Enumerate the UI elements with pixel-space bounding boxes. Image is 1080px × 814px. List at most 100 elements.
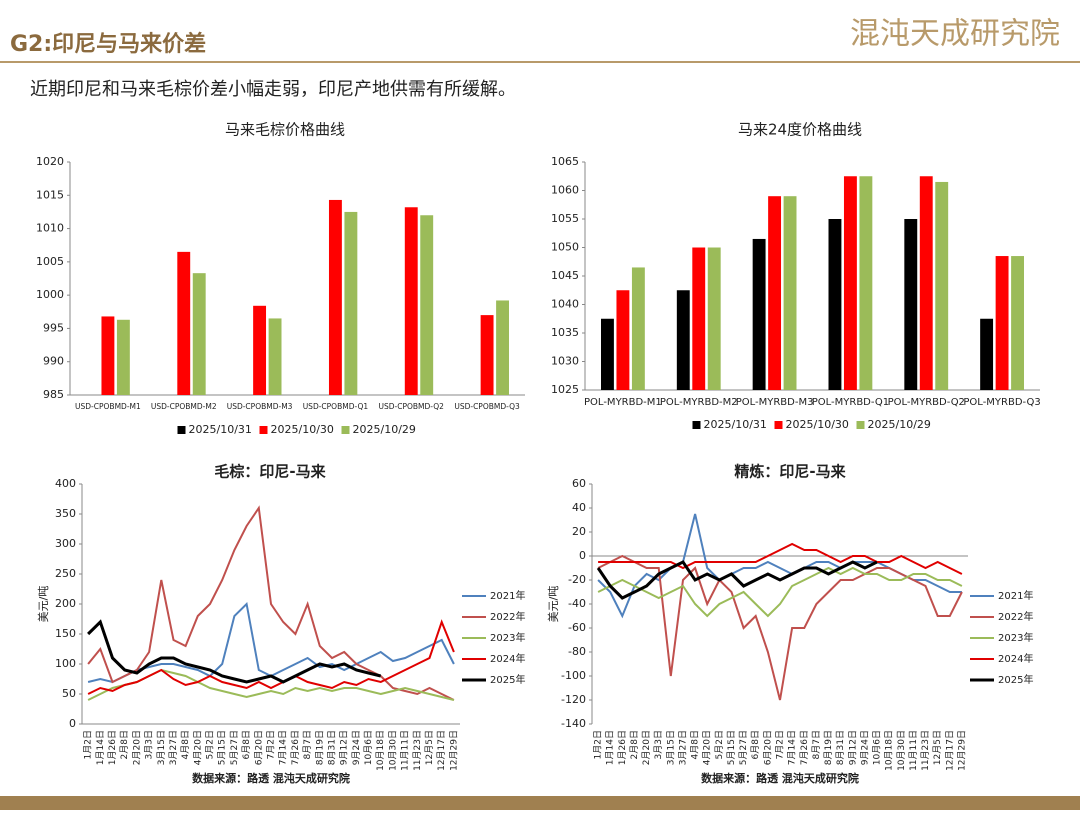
x-tick-label: 1月2日 (83, 730, 94, 759)
x-tick-label: 12月5日 (932, 730, 943, 765)
y-axis-label: 美元/吨 (37, 586, 50, 623)
y-tick-label: -120 (561, 693, 586, 706)
y-tick-label: -140 (561, 717, 586, 730)
x-tick-label: 5月15日 (726, 730, 737, 765)
x-tick-label: 8月7日 (811, 730, 822, 759)
y-tick-label: 0 (69, 717, 76, 730)
y-tick-label: 1050 (551, 241, 579, 254)
x-tick-label: 11月23日 (920, 730, 931, 771)
bar (768, 196, 782, 390)
legend-label: 2023年 (490, 631, 525, 644)
y-tick-label: -60 (568, 621, 586, 634)
x-tick-label: 3月27日 (677, 730, 688, 765)
x-tick-label: 3月3日 (653, 730, 664, 759)
legend-label: 2021年 (490, 589, 525, 602)
x-tick-label: 4月8日 (180, 730, 191, 759)
chart-title: 马来24度价格曲线 (738, 121, 862, 139)
series-line (598, 542, 963, 575)
legend-label: 2025年 (998, 673, 1033, 686)
x-tick-label: 8月7日 (302, 730, 313, 759)
y-tick-label: -100 (561, 669, 586, 682)
x-tick-label: POL-MYRBD-M1 (584, 397, 662, 408)
series-line (596, 560, 878, 600)
y-tick-label: 1030 (551, 355, 579, 368)
bar (177, 251, 191, 395)
x-tick-label: 7月14日 (278, 730, 289, 765)
x-tick-label: 5月2日 (205, 730, 216, 759)
x-tick-label: 9月12日 (339, 730, 350, 765)
x-tick-label: 6月20日 (762, 730, 773, 765)
x-tick-label: 9月24日 (351, 730, 362, 765)
bar (828, 219, 842, 390)
series-line (87, 619, 382, 684)
x-tick-label: 4月20日 (702, 730, 713, 765)
x-tick-label: 1月26日 (107, 730, 118, 765)
y-tick-label: 20 (572, 525, 586, 538)
x-tick-label: 1月26日 (617, 730, 628, 765)
legend-label: 2023年 (998, 631, 1033, 644)
y-axis-label: 美元/吨 (547, 586, 560, 623)
y-tick-label: 1010 (36, 222, 64, 235)
y-tick-label: 990 (43, 355, 64, 368)
bar (995, 256, 1009, 390)
x-tick-label: USD-CPOBMD-M1 (75, 402, 141, 411)
bar (101, 316, 115, 395)
x-tick-label: 3月15日 (156, 730, 167, 765)
bar (480, 315, 494, 395)
y-tick-label: 1020 (36, 155, 64, 168)
x-tick-label: 1月14日 (95, 730, 106, 765)
y-tick-label: 1000 (36, 288, 64, 301)
y-tick-label: 400 (55, 477, 76, 490)
x-tick-label: 12月29日 (448, 730, 459, 771)
bar (328, 199, 342, 395)
y-tick-label: 1060 (551, 184, 579, 197)
bar (601, 318, 614, 390)
x-tick-label: 6月8日 (750, 730, 761, 759)
x-tick-label: 5月27日 (229, 730, 240, 765)
x-tick-label: 7月2日 (775, 730, 786, 759)
bar (692, 247, 706, 390)
y-tick-label: 1065 (551, 155, 579, 168)
source-note: 数据来源：路透 混沌天成研究院 (192, 771, 350, 785)
x-tick-label: 8月31日 (835, 730, 846, 765)
x-tick-label: 10月30日 (387, 730, 398, 771)
x-tick-label: 3月27日 (168, 730, 179, 765)
x-tick-label: 11月11日 (908, 730, 919, 771)
bar (919, 176, 933, 390)
x-tick-label: 12月17日 (944, 730, 955, 771)
x-tick-label: 6月20日 (253, 730, 264, 765)
x-tick-label: 5月15日 (217, 730, 228, 765)
y-tick-label: 350 (55, 507, 76, 520)
y-tick-label: 250 (55, 567, 76, 580)
x-tick-label: 10月30日 (896, 730, 907, 771)
chart-title: 马来毛棕价格曲线 (225, 121, 345, 139)
bar (616, 290, 630, 390)
x-tick-label: 2月8日 (119, 730, 130, 759)
y-tick-label: 1035 (551, 326, 579, 339)
legend-label: 2025年 (490, 673, 525, 686)
x-tick-label: 12月17日 (436, 730, 447, 771)
bar (253, 305, 267, 395)
x-tick-label: 2月8日 (629, 730, 640, 759)
x-tick-label: 9月24日 (859, 730, 870, 765)
x-tick-label: POL-MYRBD-Q2 (888, 397, 965, 408)
y-tick-label: 60 (572, 477, 586, 490)
y-tick-label: 995 (43, 321, 64, 334)
x-tick-label: 8月19日 (823, 730, 834, 765)
x-tick-label: 3月15日 (665, 730, 676, 765)
x-tick-label: 1月2日 (593, 730, 604, 759)
bar (676, 290, 690, 390)
x-tick-label: USD-CPOBMD-Q3 (454, 402, 520, 411)
chart-title: 毛棕：印尼-马来 (214, 463, 326, 481)
legend-label: 2025/10/30 (271, 423, 334, 436)
y-tick-label: -20 (568, 573, 586, 586)
bar (268, 318, 282, 395)
bar (980, 318, 994, 390)
page-title: G2:印尼与马来价差 (10, 31, 206, 57)
bar (752, 238, 766, 390)
legend-label: 2022年 (998, 610, 1033, 623)
x-tick-label: 8月31日 (326, 730, 337, 765)
x-tick-label: 8月19日 (314, 730, 325, 765)
bar (420, 215, 434, 395)
